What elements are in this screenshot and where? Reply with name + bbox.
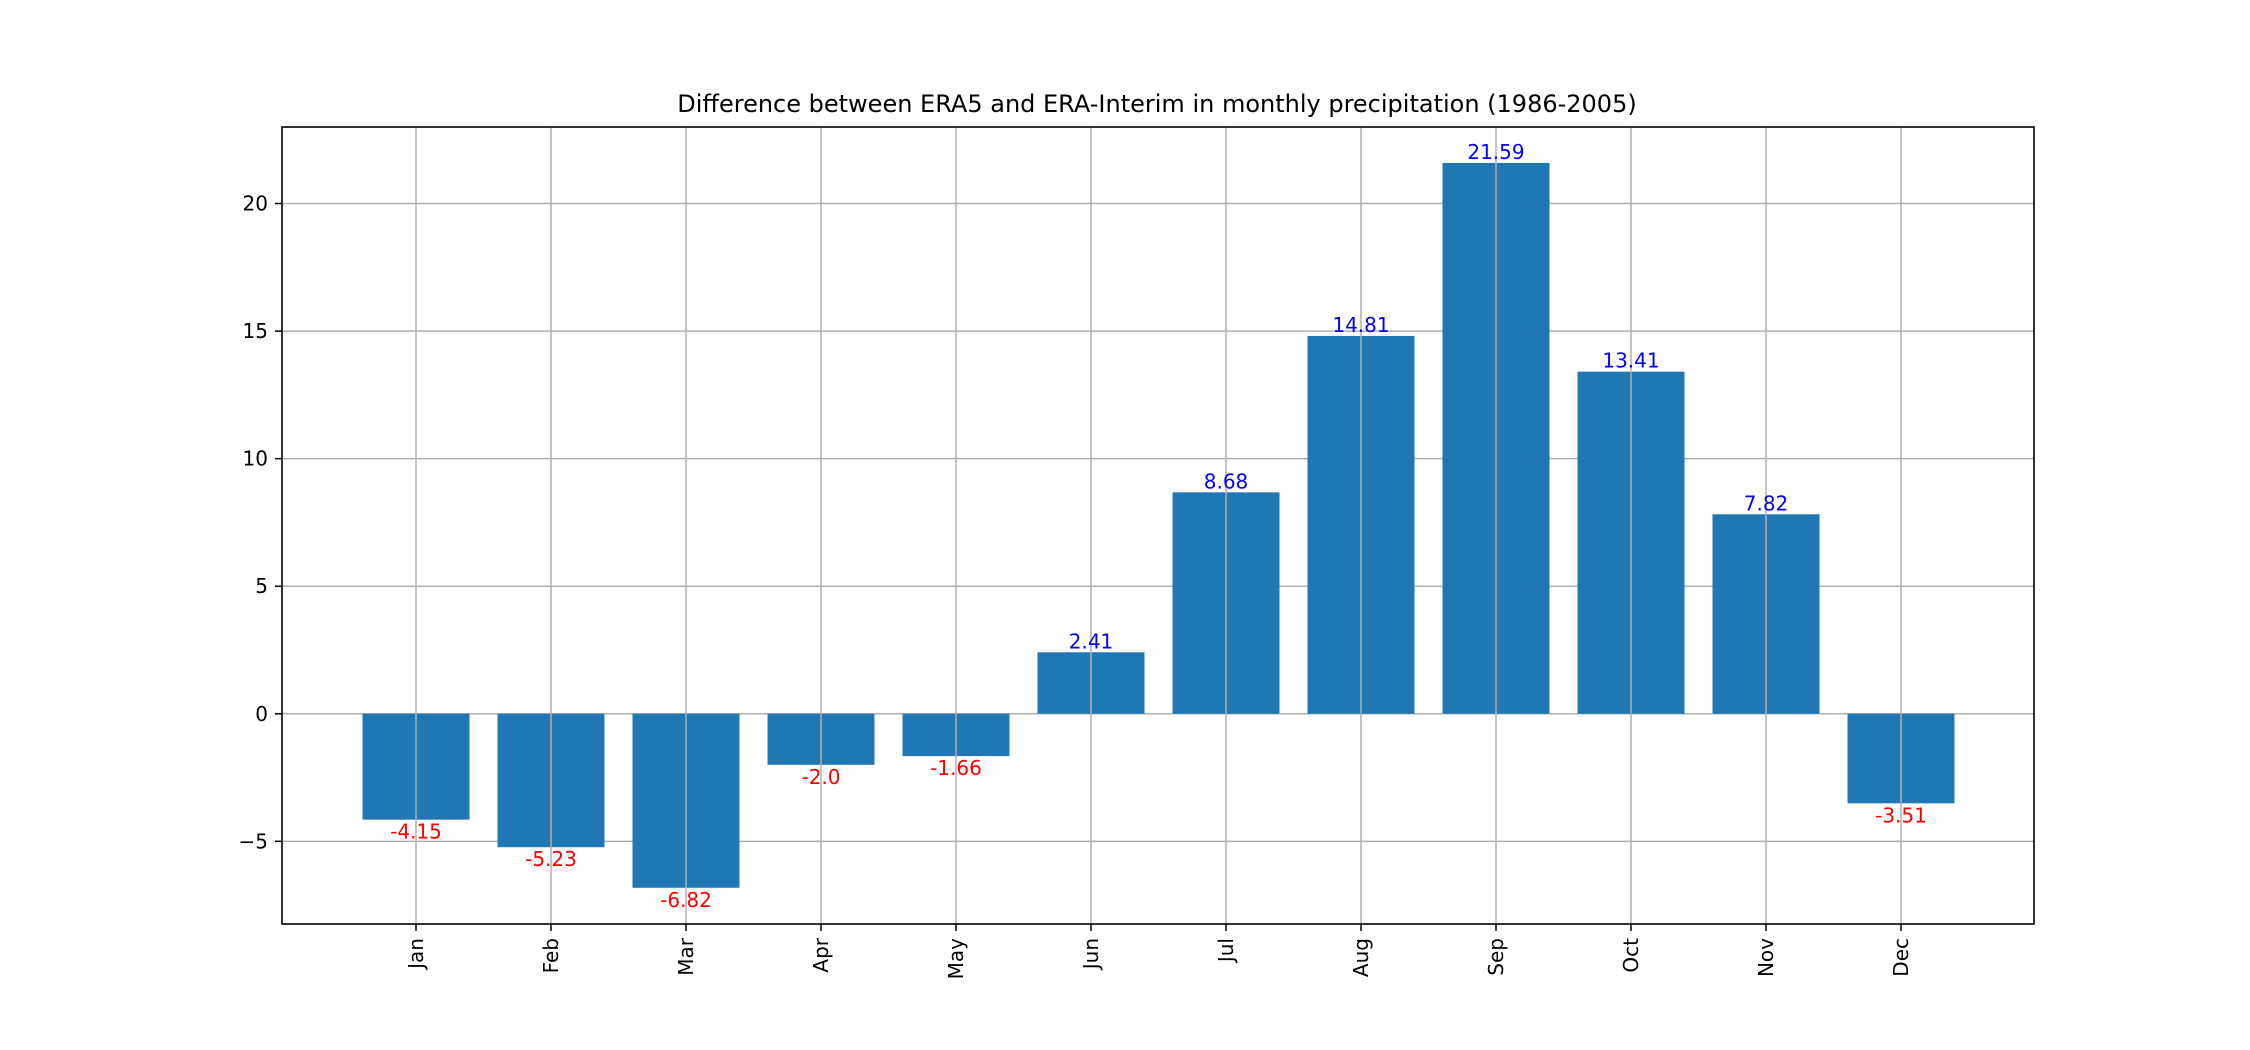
data-label-jul: 8.68 <box>1204 469 1249 493</box>
x-tick-label-aug: Aug <box>1349 938 1373 977</box>
data-label-sep: 21.59 <box>1467 140 1524 164</box>
data-label-jun: 2.41 <box>1069 629 1114 653</box>
x-tick-label-apr: Apr <box>809 937 833 972</box>
x-tick-label-jul: Jul <box>1214 938 1238 964</box>
data-label-apr: -2.0 <box>801 765 840 789</box>
data-label-nov: 7.82 <box>1744 491 1789 515</box>
y-tick-label: 0 <box>255 702 268 726</box>
chart-title: Difference between ERA5 and ERA-Interim … <box>677 90 1636 118</box>
data-label-aug: 14.81 <box>1332 313 1389 337</box>
y-axis: −5 0 5 10 15 20 <box>239 192 282 853</box>
y-tick-label: 10 <box>243 447 268 471</box>
data-labels: -4.15 -5.23 -6.82 -2.0 -1.66 2.41 8.68 14.81 21.… <box>390 140 1927 912</box>
plot-frame <box>281 126 2035 925</box>
y-tick-label: 5 <box>255 574 268 598</box>
x-tick-label-feb: Feb <box>539 938 563 973</box>
y-tick-label: 15 <box>243 319 268 343</box>
x-tick-label-nov: Nov <box>1754 938 1778 977</box>
x-tick-label-oct: Oct <box>1619 938 1643 973</box>
x-tick-label-jan: Jan <box>404 938 428 971</box>
x-axis: Jan Feb Mar Apr May Jun Jul Aug Sep Oct Nov Dec <box>404 924 1913 979</box>
data-label-may: -1.66 <box>930 756 982 780</box>
x-tick-label-dec: Dec <box>1889 938 1913 977</box>
x-tick-label-mar: Mar <box>674 937 698 976</box>
y-tick-label: −5 <box>239 829 268 853</box>
x-tick-label-may: May <box>944 938 968 980</box>
data-label-jan: -4.15 <box>390 820 442 844</box>
data-label-dec: -3.51 <box>1875 803 1927 827</box>
data-label-feb: -5.23 <box>525 847 577 871</box>
bars <box>362 127 1955 924</box>
data-label-mar: -6.82 <box>660 888 712 912</box>
x-tick-label-sep: Sep <box>1484 938 1508 976</box>
data-label-oct: 13.41 <box>1602 349 1659 373</box>
x-tick-label-jun: Jun <box>1079 938 1103 971</box>
y-tick-label: 20 <box>243 192 268 216</box>
